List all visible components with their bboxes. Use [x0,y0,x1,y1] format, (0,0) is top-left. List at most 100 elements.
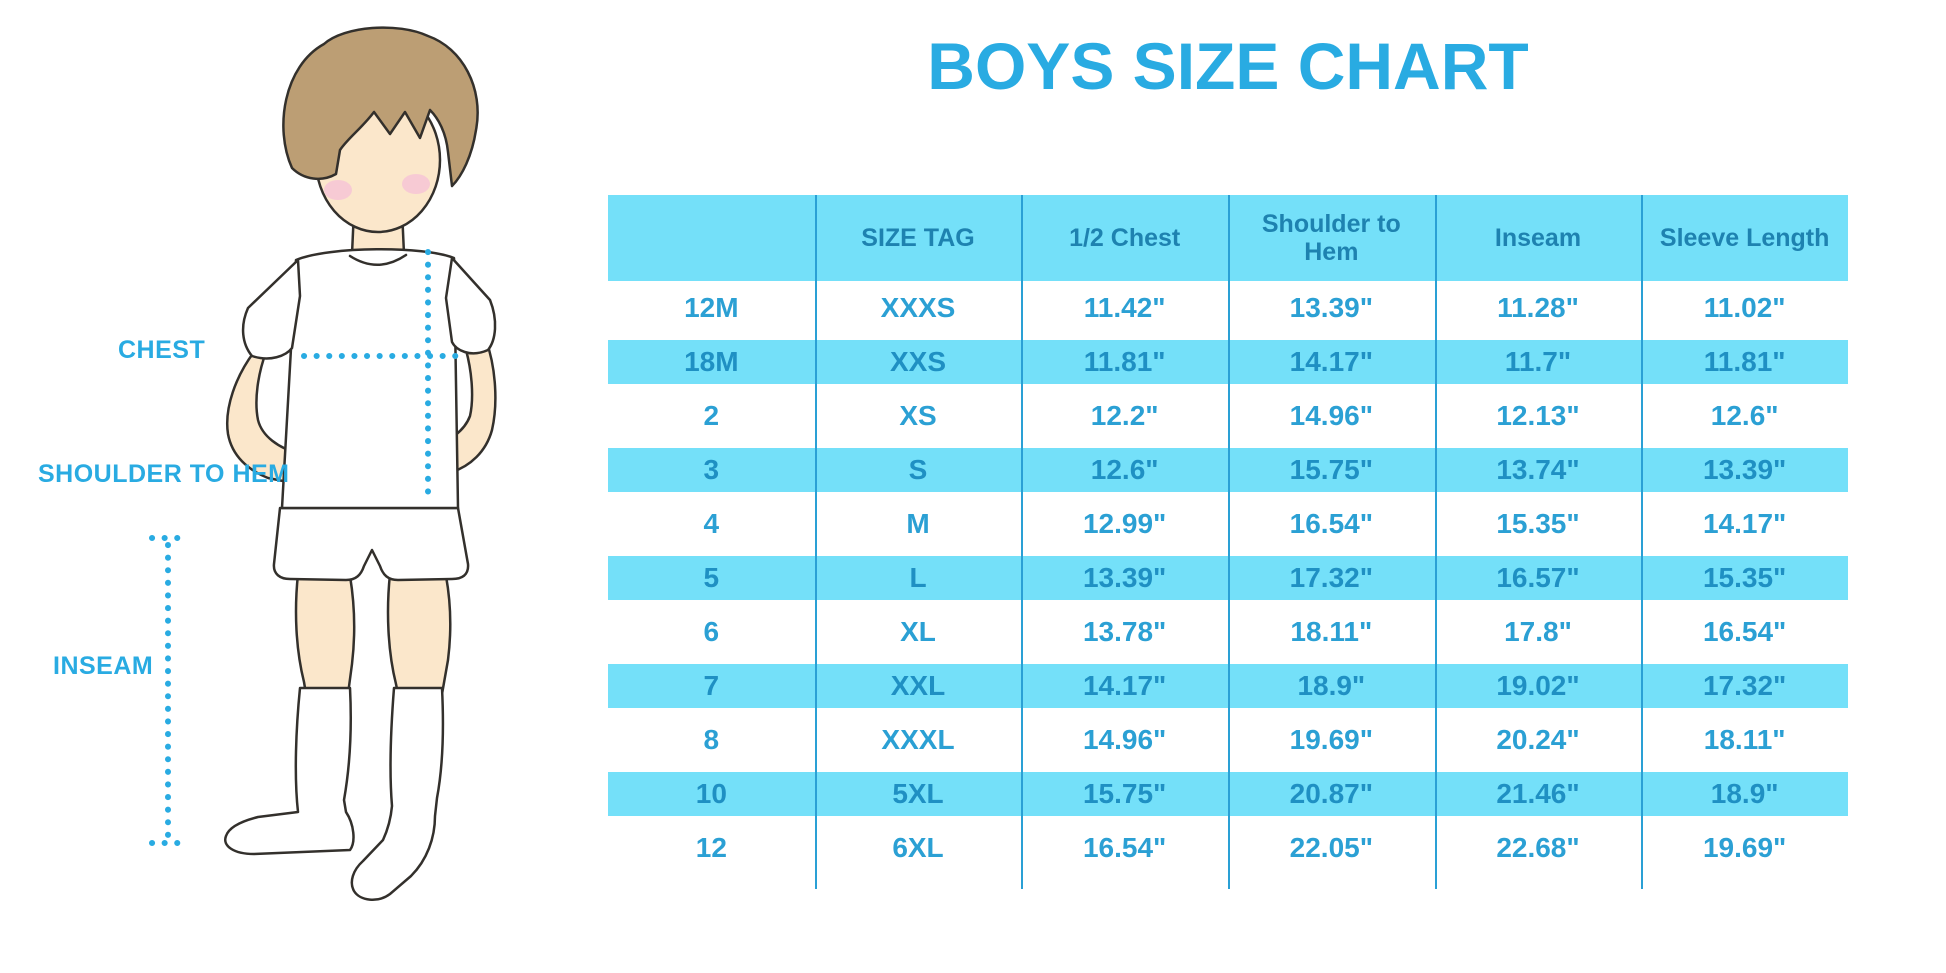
table-cell: 11.81" [1703,346,1786,377]
table-cell: 12.2" [1090,400,1159,431]
boy-sleeve-right [444,256,497,355]
table-cell: 13.39" [1702,454,1787,485]
table-cell: 3 [703,454,720,485]
table-cell: 15.35" [1496,508,1580,539]
table-cell: 17.32" [1289,562,1373,593]
table-cell: 11.02" [1703,292,1786,323]
boy-sock-left [224,686,355,856]
column-header [608,195,815,281]
table-cell: 6XL [892,832,944,863]
table-cell: 18M [684,346,739,377]
table-cell: 13.39" [1082,562,1167,593]
table-row: 5 L 13.39" 17.32" 16.57" 15.35" [608,551,1848,605]
column-header: Inseam [1494,224,1582,252]
column-header: 1/2 Chest [1069,224,1181,252]
table-cell: 7 [703,670,720,701]
table-cell: S [908,454,928,485]
boy-shorts [272,506,470,582]
boy-leg-left [294,572,356,696]
table-row: 10 5XL 15.75" 20.87" 21.46" 18.9" [608,767,1848,821]
table-cell: 12M [684,292,739,323]
table-row: 12M XXXS 11.42" 13.39" 11.28" 11.02" [608,281,1848,335]
table-cell: 15.35" [1702,562,1787,593]
table-cell: 15.75" [1289,454,1373,485]
table-cell: 11.81" [1083,346,1166,377]
table-cell: 16.54" [1289,508,1373,539]
table-cell: 16.54" [1082,832,1167,863]
inseam-label: INSEAM [53,652,154,680]
table-cell: 5XL [892,778,944,809]
column-header: SIZE TAG [861,224,975,252]
table-cell: 16.57" [1496,562,1580,593]
table-cell: 11.7" [1504,346,1572,377]
table-cell: 21.46" [1496,778,1580,809]
table-row: 4 M 12.99" 16.54" 15.35" 14.17" [608,497,1848,551]
table-cell: 18.11" [1290,616,1373,647]
table-cell: 8 [703,724,720,755]
boy-sock-right [350,686,445,901]
measurement-figure: CHEST SHOULDER TO HEM INSEAM [0,0,540,973]
table-cell: 13.74" [1496,454,1580,485]
table-cell: 2 [703,400,720,431]
table-cell: 19.69" [1702,832,1787,863]
boy-hair [282,26,479,188]
table-cell: XL [900,616,936,647]
table-row: 2 XS 12.2" 14.96" 12.13" 12.6" [608,389,1848,443]
table-cell: 6 [703,616,720,647]
column-header: Shoulder to Hem [1261,210,1401,266]
table-cell: 18.9" [1710,778,1779,809]
table-cell: 14.17" [1702,508,1787,539]
table-cell: 18.11" [1703,724,1786,755]
table-cell: XS [899,400,937,431]
table-cell: 13.39" [1289,292,1373,323]
table-cell: 14.96" [1082,724,1167,755]
table-row: 3 S 12.6" 15.75" 13.74" 13.39" [608,443,1848,497]
size-table: SIZE TAG 1/2 Chest Shoulder to Hem Insea… [608,195,1848,889]
table-cell: XXXL [881,724,955,755]
table-cell: 20.87" [1289,778,1373,809]
table-row: 7 XXL 14.17" 18.9" 19.02" 17.32" [608,659,1848,713]
table-cell: 10 [695,778,727,809]
table-cell: 11.42" [1083,292,1166,323]
table-cell: 19.69" [1289,724,1373,755]
table-cell: L [909,562,927,593]
table-cell: 12.6" [1710,400,1779,431]
table-cell: XXL [890,670,946,701]
table-cell: 17.32" [1702,670,1787,701]
page-title: BOYS SIZE CHART [927,29,1529,103]
table-cell: M [906,508,930,539]
table-cell: 13.78" [1082,616,1167,647]
table-cell: 14.96" [1289,400,1373,431]
boy-cheek-left [324,180,352,200]
table-cell: 11.28" [1497,292,1579,323]
inseam-measure-line [149,535,189,846]
table-cell: 12.6" [1090,454,1159,485]
table-cell: 4 [703,508,720,539]
table-cell: 18.9" [1297,670,1366,701]
shoulder-to-hem-label: SHOULDER TO HEM [38,460,290,488]
table-row: 12 6XL 16.54" 22.05" 22.68" 19.69" [608,821,1848,875]
table-cell: 5 [703,562,720,593]
table-cell: 14.17" [1082,670,1167,701]
table-row: 8 XXXL 14.96" 19.69" 20.24" 18.11" [608,713,1848,767]
boy-cheek-right [402,174,430,194]
chest-label: CHEST [118,336,206,364]
table-cell: 19.02" [1496,670,1580,701]
table-cell: 22.68" [1496,832,1580,863]
table-header-row: SIZE TAG 1/2 Chest Shoulder to Hem Insea… [608,195,1848,281]
table-cell: 14.17" [1289,346,1373,377]
boy-collar-line [348,253,408,266]
table-cell: 12 [695,832,727,863]
boy-sleeve-left [241,258,302,360]
table-row: 6 XL 13.78" 18.11" 17.8" 16.54" [608,605,1848,659]
table-cell: 20.24" [1496,724,1580,755]
table-cell: XXXS [880,292,956,323]
table-cell: XXS [889,346,946,377]
boy-leg-right [386,572,452,696]
table-row: 18M XXS 11.81" 14.17" 11.7" 11.81" [608,335,1848,389]
table-cell: 17.8" [1504,616,1572,647]
table-body: 12M XXXS 11.42" 13.39" 11.28" 11.02" 18M XXS 11.… [608,281,1848,875]
table-cell: 15.75" [1082,778,1167,809]
table-cell: 12.99" [1082,508,1167,539]
